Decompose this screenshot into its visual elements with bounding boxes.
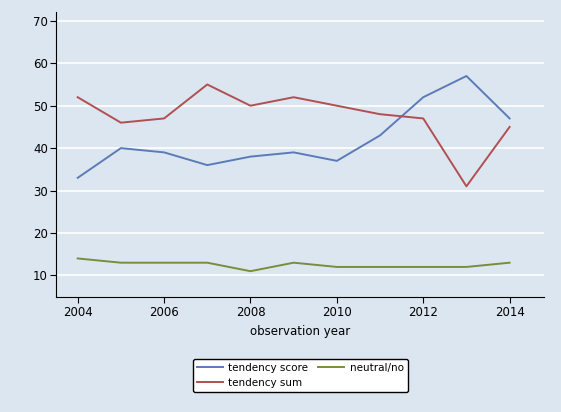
tendency score — [420, 95, 426, 100]
tendency sum — [290, 95, 297, 100]
neutral/no — [463, 265, 470, 269]
tendency score — [506, 116, 513, 121]
neutral/no — [117, 260, 124, 265]
tendency score — [74, 176, 81, 180]
tendency sum — [420, 116, 426, 121]
tendency sum — [117, 120, 124, 125]
neutral/no — [506, 260, 513, 265]
tendency score — [160, 150, 167, 155]
Line: tendency sum: tendency sum — [77, 84, 509, 186]
tendency score — [204, 163, 210, 168]
Line: tendency score: tendency score — [77, 76, 509, 178]
neutral/no — [160, 260, 167, 265]
X-axis label: observation year: observation year — [250, 325, 350, 338]
tendency sum — [204, 82, 210, 87]
tendency score — [290, 150, 297, 155]
tendency score — [247, 154, 254, 159]
tendency sum — [74, 95, 81, 100]
neutral/no — [247, 269, 254, 274]
Line: neutral/no: neutral/no — [77, 258, 509, 271]
neutral/no — [290, 260, 297, 265]
tendency sum — [376, 112, 383, 117]
tendency sum — [160, 116, 167, 121]
tendency score — [463, 73, 470, 78]
neutral/no — [376, 265, 383, 269]
tendency score — [333, 158, 340, 163]
tendency sum — [247, 103, 254, 108]
tendency score — [117, 146, 124, 151]
Legend: tendency score, tendency sum, neutral/no: tendency score, tendency sum, neutral/no — [192, 359, 408, 392]
neutral/no — [74, 256, 81, 261]
tendency score — [376, 133, 383, 138]
tendency sum — [463, 184, 470, 189]
neutral/no — [420, 265, 426, 269]
neutral/no — [204, 260, 210, 265]
neutral/no — [333, 265, 340, 269]
tendency sum — [506, 124, 513, 129]
tendency sum — [333, 103, 340, 108]
